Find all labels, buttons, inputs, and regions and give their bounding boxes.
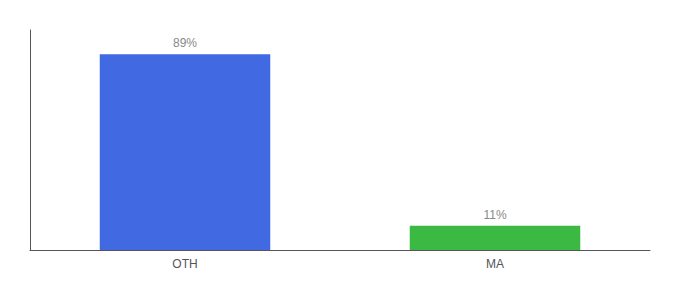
svg-text:MA: MA	[486, 257, 504, 271]
svg-text:11%: 11%	[483, 208, 506, 222]
svg-text:89%: 89%	[173, 36, 197, 50]
svg-text:OTH: OTH	[172, 257, 197, 271]
